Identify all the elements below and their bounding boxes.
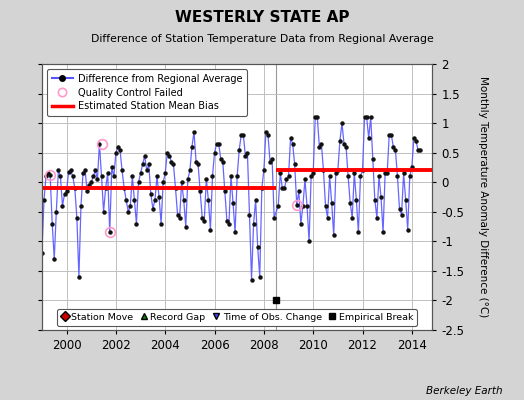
Y-axis label: Monthly Temperature Anomaly Difference (°C): Monthly Temperature Anomaly Difference (… (478, 76, 488, 318)
Legend: Station Move, Record Gap, Time of Obs. Change, Empirical Break: Station Move, Record Gap, Time of Obs. C… (57, 309, 417, 326)
Text: WESTERLY STATE AP: WESTERLY STATE AP (174, 10, 350, 25)
Text: Berkeley Earth: Berkeley Earth (427, 386, 503, 396)
Text: Difference of Station Temperature Data from Regional Average: Difference of Station Temperature Data f… (91, 34, 433, 44)
